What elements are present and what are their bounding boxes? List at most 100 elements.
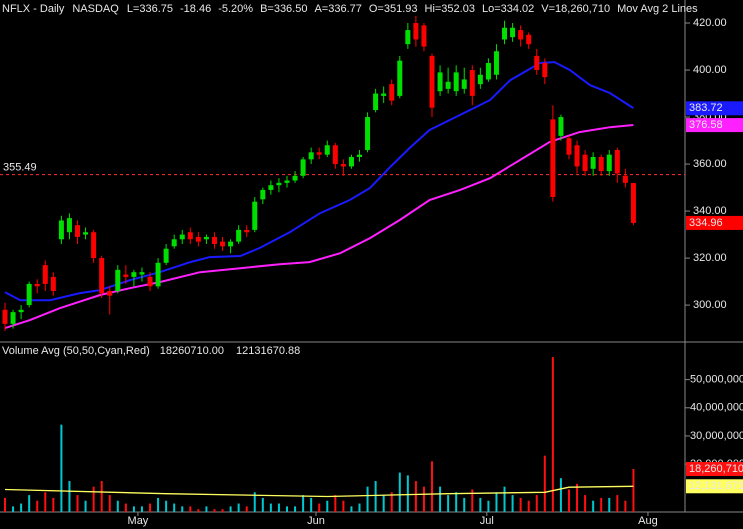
x-tick-label: May (128, 515, 149, 527)
candle-body (502, 27, 508, 40)
candle-body (34, 283, 40, 287)
volume-bar (398, 472, 401, 512)
candle-body (510, 27, 516, 38)
volume-bar (269, 503, 272, 512)
candle-body (332, 145, 338, 165)
x-tick-label: Aug (638, 515, 658, 527)
volume-bar (237, 503, 240, 512)
volume-bar (3, 497, 6, 512)
candle-body (26, 283, 32, 306)
value-box (686, 479, 743, 494)
volume-bar (374, 481, 377, 512)
reference-label: 355.49 (3, 162, 37, 174)
value-box-label: 12,131,671 (689, 480, 743, 492)
candle-body (2, 309, 8, 324)
volume-bar (535, 495, 538, 512)
volume-bar (600, 497, 603, 512)
candle-body (155, 262, 161, 287)
volume-bar (318, 503, 321, 512)
volume-bar (326, 500, 329, 512)
volume-bar (52, 497, 55, 512)
volume-bar (140, 506, 143, 512)
volume-bar (334, 495, 337, 512)
volume-bar (447, 495, 450, 512)
volume-bar (632, 469, 635, 512)
candle-body (236, 229, 242, 242)
volume-bar (519, 497, 522, 512)
header-text: -5.20% (218, 3, 253, 15)
candle-body (598, 157, 604, 172)
volume-bar (616, 495, 619, 512)
candle-body (42, 265, 48, 284)
x-tick-label: Jun (307, 515, 325, 527)
candle-body (91, 232, 97, 259)
volume-bar (503, 486, 506, 512)
volume-bar (455, 492, 458, 512)
volume-bar (84, 500, 87, 512)
volume-bar (20, 503, 23, 512)
candle-body (582, 154, 588, 172)
volume-bar (567, 489, 570, 512)
candle-body (276, 182, 282, 186)
header-text: NFLX - Daily (2, 3, 65, 15)
volume-bar (471, 489, 474, 512)
volume-tick-label: 40,000,000 (690, 402, 743, 414)
volume-tick-label: 30,000,000 (690, 430, 743, 442)
y-tick-label: 340.00 (693, 205, 727, 217)
volume-bar (479, 497, 482, 512)
candle-body (244, 229, 250, 233)
candle-body (107, 290, 113, 296)
volume-bar (181, 506, 184, 512)
candle-body (179, 234, 185, 240)
volume-bar (213, 509, 216, 512)
volume-bar (229, 506, 232, 512)
volume-bar (422, 486, 425, 512)
volume-bar (173, 503, 176, 512)
volume-bar (358, 503, 361, 512)
volume-bar (245, 506, 248, 512)
volume-bar (414, 481, 417, 512)
candle-body (131, 272, 137, 277)
volume-bar (149, 503, 152, 512)
volume-bar (277, 503, 280, 512)
value-box (686, 462, 743, 477)
volume-bar (116, 500, 119, 512)
volume-bar (382, 495, 385, 512)
candle-body (83, 232, 89, 235)
volume-average-line (4, 485, 634, 498)
volume-bar (487, 500, 490, 512)
candle-body (485, 62, 491, 80)
volume-bar (205, 506, 208, 512)
candle-body (228, 241, 234, 247)
candle-body (203, 236, 209, 240)
value-box-label: 18,260,710 (689, 463, 743, 475)
volume-bar (92, 486, 95, 512)
y-tick-label: 320.00 (693, 252, 727, 264)
candle-body (171, 239, 177, 247)
candle-body (477, 74, 483, 85)
candle-body (389, 84, 395, 101)
candle-body (50, 276, 56, 291)
header-text: 12131670.88 (236, 345, 300, 357)
volume-bar (157, 497, 160, 512)
volume-bar (76, 495, 79, 512)
candle-body (75, 225, 81, 237)
candle-body (397, 60, 403, 96)
volume-bar (559, 478, 562, 512)
volume-bar (294, 506, 297, 512)
volume-bar (68, 481, 71, 512)
header-text: -18.46 (180, 3, 211, 15)
candle-body (614, 149, 620, 174)
volume-bar (44, 492, 47, 512)
header-text: Hi=352.03 (425, 3, 475, 15)
volume-bar (197, 509, 200, 512)
volume-bar (100, 481, 103, 512)
candle-body (405, 30, 411, 45)
volume-bar (132, 506, 135, 512)
volume-bar (592, 500, 595, 512)
candle-body (195, 236, 201, 242)
candle-body (58, 220, 64, 240)
volume-bar (584, 495, 587, 512)
candle-body (542, 62, 548, 78)
candle-body (365, 117, 371, 150)
